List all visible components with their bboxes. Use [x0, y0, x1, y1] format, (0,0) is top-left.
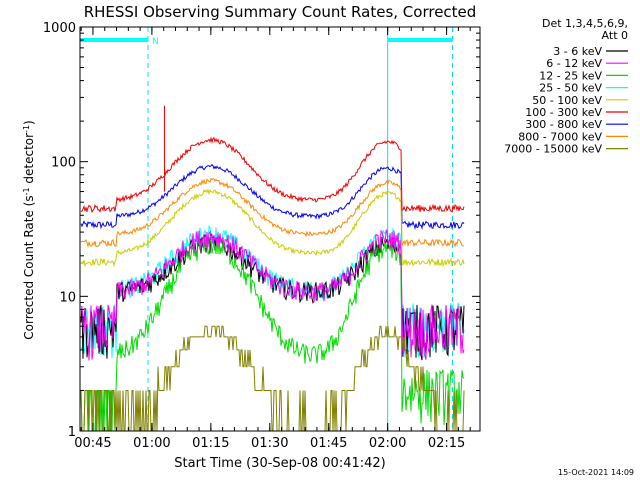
- x-tick-label: 00:45: [74, 436, 111, 451]
- axes-layer: 1 10 100 1000 00:45 01:00 01:15 01:30 01:45 02:00…: [43, 21, 481, 451]
- legend-entry: 100 - 300 keV: [525, 106, 602, 119]
- legend-entry: 50 - 100 keV: [532, 94, 602, 107]
- x-tick-label: 01:45: [310, 436, 347, 451]
- legend-header-1: Det 1,3,4,5,6,9,: [542, 17, 628, 30]
- legend-entry: 6 - 12 keV: [546, 57, 602, 70]
- x-tick-label: 01:00: [133, 436, 170, 451]
- legend-header-2: Att 0: [602, 29, 628, 42]
- series-line-6: [80, 136, 465, 214]
- y-tick-label: 100: [51, 156, 76, 171]
- series-line-7: [80, 163, 465, 231]
- flag-label: N: [152, 37, 159, 47]
- series-line-1: [80, 233, 465, 361]
- x-axis-label: Start Time (30-Sep-08 00:41:42): [174, 456, 385, 471]
- series-line-4: [80, 224, 465, 359]
- y-label-sup-1: -1: [22, 187, 31, 195]
- y-axis-label: Corrected Count Rate (s-1 detector-1): [22, 120, 37, 339]
- y-tick-label: 1: [68, 425, 76, 440]
- y-label-part-2: detector: [22, 133, 36, 188]
- y-label-sup-2: -1: [22, 125, 31, 133]
- series-layer: [80, 105, 465, 432]
- legend-entry: 12 - 25 keV: [539, 69, 602, 82]
- y-label-part-1: Corrected Count Rate (s: [22, 195, 36, 339]
- legend-entry: 300 - 800 keV: [525, 118, 602, 131]
- y-tick-label: 1000: [43, 21, 76, 36]
- timestamp: 15-Oct-2021 14:09: [558, 468, 634, 477]
- series-line-2: [80, 229, 465, 361]
- x-tick-label: 02:00: [369, 436, 406, 451]
- legend-entry: 7000 - 15000 keV: [504, 143, 602, 156]
- series-line-3: [80, 236, 465, 432]
- series-line-5: [80, 188, 465, 268]
- x-tick-label: 01:30: [251, 436, 288, 451]
- chart-title: RHESSI Observing Summary Count Rates, Co…: [84, 3, 477, 21]
- legend-entry: 3 - 6 keV: [553, 45, 602, 58]
- plot-area: N: [79, 27, 453, 431]
- x-tick-label: 01:15: [192, 436, 229, 451]
- y-tick-label: 10: [59, 290, 76, 305]
- legend-entry: 25 - 50 keV: [539, 82, 602, 95]
- x-tick-label: 02:15: [428, 436, 465, 451]
- legend-entry: 800 - 7000 keV: [518, 130, 602, 143]
- plot-frame: [79, 26, 481, 432]
- y-label-part-3: ): [22, 120, 36, 125]
- series-line-8: [80, 177, 464, 248]
